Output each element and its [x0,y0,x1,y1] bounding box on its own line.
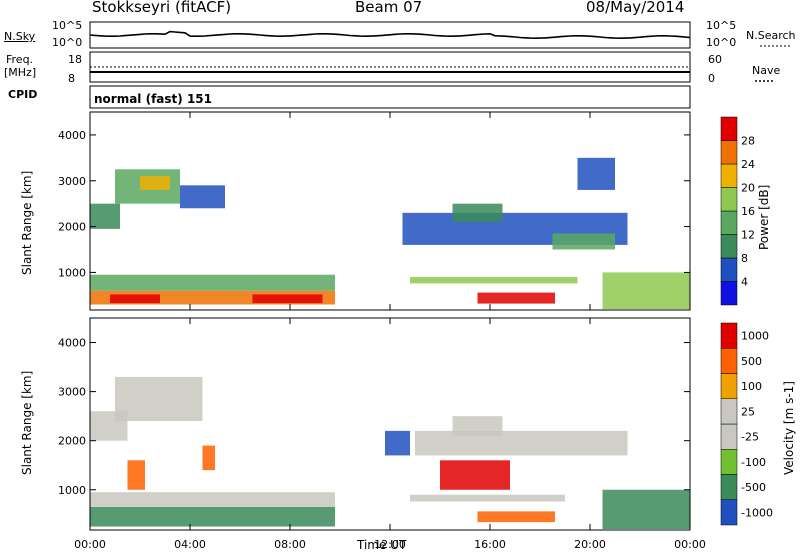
velocity-cbar-tick-5: -100 [741,456,766,469]
velocity-cbar-tick-6: -500 [741,481,766,494]
x-axis-label: Time UT [357,538,407,552]
power-cbar-cell-0 [720,281,738,306]
x-tick-label-2: 08:00 [274,538,306,551]
power-cbar-tick-1: 8 [741,252,748,265]
power-cbar-cell-3 [720,210,738,235]
x-tick-label-0: 00:00 [74,538,106,551]
power-patch-12 [552,233,615,250]
velocity-cbar-cell-4 [720,398,738,425]
power-cbar-tick-4: 20 [741,182,755,195]
freq-right-tick-bottom: 0 [708,72,715,85]
power-cbar-cell-5 [720,163,738,188]
freq-left-tick-top: 18 [68,53,82,66]
power-cbar-cell-4 [720,187,738,212]
power-patch-13 [602,272,690,310]
freq-label-2: [MHz] [4,66,37,79]
power-ytick-label-1: 2000 [58,221,86,234]
velocity-patch-3 [90,411,128,441]
power-patch-3 [90,274,335,291]
noise-left-tick-top: 10^5 [52,19,83,32]
velocity-ytick-label-3: 4000 [58,337,86,350]
power-patch-14 [577,157,615,190]
power-patch-4 [90,203,120,229]
cpid-label: CPID [8,88,38,101]
velocity-ytick-label-2: 3000 [58,386,86,399]
velocity-patch-7 [440,460,510,490]
velocity-patch-0 [90,506,335,527]
velocity-patch-1 [90,492,335,507]
velocity-cbar-cell-2 [720,449,738,475]
power-cbar-tick-5: 24 [741,158,755,171]
freq-right-tick-top: 60 [708,53,722,66]
velocity-patch-9 [452,416,503,436]
noise-right-label: N.Search [746,29,796,42]
power-patch-8 [477,292,555,304]
power-patch-2 [252,294,323,304]
x-tick-label-1: 04:00 [174,538,206,551]
power-cbar-cell-2 [720,234,738,259]
velocity-patch-5 [202,445,215,471]
velocity-cbar-tick-0: 1000 [741,330,769,343]
velocity-patch-2 [115,376,203,422]
x-tick-label-3: 12:00 [374,538,406,551]
velocity-cbar-cell-3 [720,423,738,450]
velocity-patch-10 [385,430,410,456]
cpid-mode-text: normal (fast) 151 [94,92,212,106]
power-ytick-label-0: 1000 [58,266,86,279]
velocity-patch-8 [415,430,628,456]
x-tick-label-4: 16:00 [474,538,506,551]
velocity-patch-12 [410,494,565,502]
date-title: 08/May/2014 [586,0,685,16]
power-ytick-label-2: 3000 [58,175,86,188]
freq-left-tick-bottom: 8 [68,72,75,85]
power-cbar-tick-2: 12 [741,229,755,242]
velocity-cbar-tick-4: -25 [741,431,759,444]
velocity-cbar-tick-2: 100 [741,380,762,393]
power-ytick-label-3: 4000 [58,129,86,142]
velocity-patch-11 [602,489,690,530]
velocity-cbar-cell-5 [720,373,738,399]
velocity-cbar-tick-1: 500 [741,355,762,368]
noise-left-tick-bottom: 10^0 [52,36,83,49]
beam-title: Beam 07 [355,0,423,16]
velocity-cbar-tick-7: -1000 [741,506,773,519]
velocity-cbar-cell-1 [720,474,738,500]
noise-left-label: N.Sky [4,30,36,43]
nave-label: Nave [752,64,781,77]
power-patch-6 [140,176,170,190]
power-patch-11 [452,203,503,222]
power-cbar-tick-0: 4 [741,276,748,289]
velocity-cbar-cell-6 [720,348,738,374]
x-tick-label-6: 00:00 [674,538,706,551]
freq-label-1: Freq. [6,53,34,66]
noise-right-tick-top: 10^5 [706,19,737,32]
power-cbar-tick-3: 16 [741,205,755,218]
station-title: Stokkseyri (fitACF) [92,0,232,16]
cpid-panel-frame [89,85,691,109]
velocity-cbar-cell-0 [720,499,738,526]
noise-right-tick-bottom: 10^0 [706,36,737,49]
velocity-cbar-cell-7 [720,322,738,349]
power-patch-1 [110,294,160,304]
velocity-ytick-label-0: 1000 [58,484,86,497]
power-cbar-tick-6: 28 [741,135,755,148]
power-cbar-cell-7 [720,116,738,141]
velocity-cbar-tick-3: 25 [741,405,755,418]
power-patch-7 [180,185,225,209]
power-cbar-cell-6 [720,140,738,165]
noise-sky-line [89,30,691,40]
power-patch-9 [410,277,578,284]
velocity-patch-6 [477,511,555,523]
power-cbar-cell-1 [720,257,738,282]
velocity-patch-4 [127,460,145,490]
velocity-ytick-label-1: 2000 [58,435,86,448]
x-tick-label-5: 20:00 [574,538,606,551]
